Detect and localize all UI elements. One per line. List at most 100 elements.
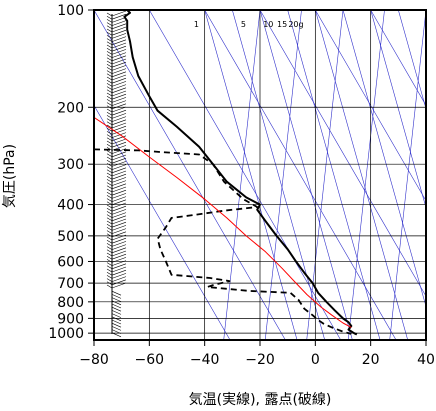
wind-barb [111,221,127,228]
x-tick-label: 40 [417,352,435,368]
wind-barb-flag [106,220,113,225]
background-line [94,10,286,340]
parcel-line [94,116,352,328]
wind-barb [111,260,127,266]
wind-barb-flag [106,79,113,84]
wind-barb [111,36,127,42]
wind-barb [111,250,127,257]
wind-barb-flag [106,150,113,154]
wind-barb-flag [106,95,113,100]
background-line [287,10,381,340]
wind-barb [111,276,127,282]
grid [94,10,426,340]
wind-barb [111,241,127,247]
wind-barb-flag [106,159,113,164]
wind-barb-flag [106,262,113,266]
wind-barb [111,173,127,180]
background-lines [94,10,426,340]
wind-barb [111,132,127,138]
wind-barb-flag [106,230,113,234]
wind-barb [111,273,127,279]
wind-barb-flag [106,265,113,270]
wind-barb-flag [106,255,113,260]
background-line [370,10,426,209]
wind-barb-flag [106,172,113,177]
wind-barb [111,109,127,116]
wind-barb [111,186,127,193]
wind-barb [111,332,122,338]
wind-barb [111,71,127,78]
y-tick-label: 400 [57,198,84,214]
wind-barb [111,164,127,170]
wind-barb-flag [106,198,113,202]
wind-barb-flag [106,179,113,183]
background-line [347,10,385,340]
wind-barb [111,209,127,215]
y-axis-title: 気圧(hPa) [2,144,18,208]
y-tick-label: 700 [57,276,84,292]
mixing-ratio-label: 10 [263,20,273,29]
wind-barb [111,61,127,68]
x-tick-label: −20 [245,352,275,368]
background-line [425,10,426,11]
temperature-line [123,10,358,336]
wind-barb-flag [106,25,113,30]
wind-barb [111,135,127,142]
wind-barb [111,106,127,113]
wind-barb [111,10,127,17]
wind-barb [111,23,127,30]
y-tick-label: 900 [57,311,84,327]
wind-barb-flag [106,211,113,215]
wind-barb [111,202,127,209]
wind-barb [111,282,127,289]
wind-barb [111,177,127,183]
wind-barb [111,100,127,106]
wind-barb-flag [106,156,113,161]
wind-barb [111,45,127,52]
wind-barb-flag [106,28,113,33]
wind-barb-flag [106,92,113,97]
wind-barb [111,20,127,26]
wind-barb-flag [106,86,113,90]
wind-barb-flag [106,51,113,55]
wind-barb [111,26,127,33]
wind-barb-flag [106,47,113,52]
series-layer [94,10,358,336]
wind-barb-flag [106,15,113,20]
wind-barb-flag [106,233,113,238]
wind-barb-flag [106,163,113,167]
wind-barb [111,205,127,212]
wind-barb [111,13,127,20]
background-line [264,10,302,340]
background-line [306,10,344,340]
wind-barb [111,33,127,39]
wind-barb [111,237,127,244]
wind-barb-flag [106,12,113,17]
wind-barb-flag [106,143,113,148]
wind-barb-flag [106,54,113,58]
wind-barb [111,193,127,199]
background-line [425,10,426,12]
background-line [315,10,426,202]
wind-barb [111,55,127,62]
wind-barb-flag [106,214,113,218]
wind-barb [111,90,127,97]
x-tick-label: 20 [362,352,380,368]
wind-barb-flag [106,188,113,193]
wind-barb [111,180,127,186]
y-tick-label: 200 [57,100,84,116]
wind-barb [111,81,127,87]
y-tick-label: 600 [57,254,84,270]
background-line [204,10,298,340]
wind-barb-flag [106,44,113,49]
wind-barb [111,17,127,23]
wind-barb [111,122,127,129]
wind-barb-flag [106,99,113,103]
wind-barb [111,119,127,126]
wind-barb [111,257,127,263]
wind-barb [111,42,127,49]
wind-barb [111,116,127,122]
wind-barb-flag [106,131,113,135]
wind-barb [111,218,127,225]
